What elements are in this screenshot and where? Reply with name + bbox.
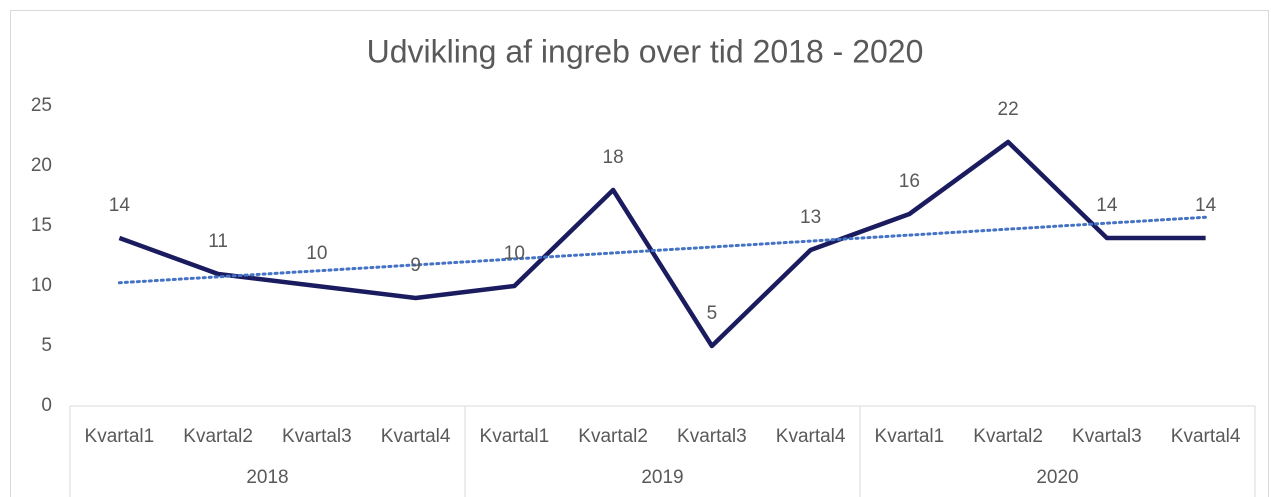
x-tick-label: Kvartal1 (875, 426, 945, 447)
y-tick-label: 25 (31, 95, 52, 116)
y-tick-label: 20 (31, 155, 52, 176)
data-label: 11 (208, 231, 228, 252)
group-label: 2018 (246, 467, 288, 488)
data-label: 14 (1096, 195, 1118, 216)
x-tick-label: Kvartal4 (381, 426, 451, 447)
data-label: 9 (410, 255, 421, 276)
chart-border (10, 10, 1269, 497)
data-label: 18 (603, 147, 624, 168)
data-label: 22 (998, 99, 1019, 120)
group-label: 2019 (641, 467, 683, 488)
x-tick-label: Kvartal2 (578, 426, 648, 447)
data-line (118, 139, 1206, 349)
x-tick-label: Kvartal4 (776, 426, 846, 447)
x-tick-label: Kvartal4 (1171, 426, 1241, 447)
data-label: 5 (707, 303, 718, 324)
trendline (117, 215, 1208, 285)
data-label: 10 (306, 243, 327, 264)
data-label: 16 (899, 171, 920, 192)
x-tick-label: Kvartal3 (1072, 426, 1142, 447)
y-tick-label: 15 (31, 215, 52, 236)
y-tick-label: 5 (41, 335, 52, 356)
x-tick-label: Kvartal1 (480, 426, 550, 447)
x-tick-label: Kvartal3 (282, 426, 352, 447)
chart-title: Udvikling af ingreb over tid 2018 - 2020 (367, 33, 924, 69)
y-tick-label: 10 (31, 275, 52, 296)
data-label: 14 (109, 195, 131, 216)
data-label: 14 (1195, 195, 1217, 216)
x-tick-label: Kvartal1 (85, 426, 155, 447)
x-tick-label: Kvartal2 (183, 426, 253, 447)
x-tick-label: Kvartal2 (973, 426, 1043, 447)
x-tick-label: Kvartal3 (677, 426, 747, 447)
data-label: 10 (504, 243, 525, 264)
group-label: 2020 (1036, 467, 1078, 488)
data-label: 13 (800, 207, 821, 228)
y-tick-label: 0 (41, 395, 52, 416)
